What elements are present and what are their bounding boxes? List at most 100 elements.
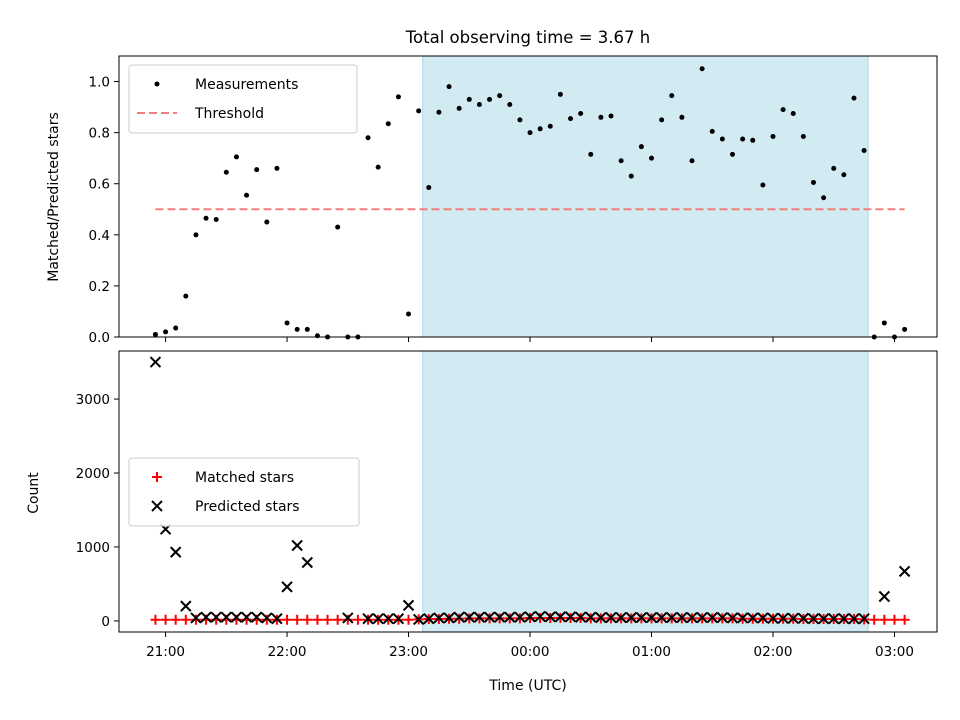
series-predicted-stars (149, 356, 911, 626)
x-tick-label: 21:00 (146, 644, 185, 660)
measurement-point (669, 93, 675, 99)
predicted-stars-point (514, 611, 526, 623)
measurement-point (740, 136, 746, 142)
measurement-point (770, 133, 776, 139)
chart-title: Total observing time = 3.67 h (405, 28, 650, 47)
measurement-point (659, 117, 665, 123)
legend-label: Matched stars (195, 470, 294, 486)
measurement-point (527, 130, 533, 136)
measurement-point (608, 113, 614, 119)
y-tick-label: 0.4 (89, 228, 110, 244)
measurement-point (466, 96, 472, 102)
predicted-stars-point (473, 611, 486, 623)
predicted-stars-point (453, 611, 465, 623)
predicted-stars-point (423, 612, 435, 625)
predicted-stars-point (261, 612, 273, 624)
x-tick-label: 03:00 (875, 644, 914, 660)
predicted-stars-point (372, 612, 384, 625)
predicted-stars-point (250, 611, 263, 623)
measurement-point (902, 326, 908, 332)
matched-stars-point (352, 614, 363, 625)
matched-stars-point (869, 614, 880, 625)
y-tick-label: 1000 (76, 540, 110, 556)
measurement-point (436, 109, 442, 115)
predicted-stars-point (757, 612, 769, 624)
measurement-point (618, 158, 624, 164)
predicted-stars-point (817, 612, 830, 625)
measurement-point (406, 311, 412, 317)
matched-stars-point (302, 614, 313, 625)
predicted-stars-point (726, 612, 739, 624)
predicted-stars-point (635, 611, 648, 624)
measurement-point (649, 155, 655, 161)
predicted-stars-point (504, 611, 516, 623)
predicted-stars-point (605, 611, 617, 624)
x-tick-label: 01:00 (632, 644, 671, 660)
measurement-point (831, 165, 837, 171)
measurement-point (598, 114, 604, 120)
predicted-stars-point (554, 611, 567, 623)
matched-stars-point (292, 614, 303, 625)
x-tick-label: 23:00 (389, 644, 428, 660)
predicted-stars-point (230, 611, 243, 623)
predicted-stars-point (645, 611, 658, 624)
measurement-point (163, 329, 169, 335)
matched-stars-point (150, 614, 161, 625)
predicted-stars-point (149, 356, 162, 368)
measurement-point (395, 94, 401, 100)
measurement-point (861, 148, 867, 154)
panel-frame (118, 350, 938, 633)
measurement-point (476, 102, 482, 108)
legend-box (128, 64, 358, 134)
measurement-point (152, 331, 158, 337)
x-tick-label: 00:00 (511, 644, 550, 660)
legend-marker-dot (154, 81, 160, 87)
y-tick-label: 0.0 (89, 330, 110, 346)
measurement-point (881, 320, 887, 326)
x-tick-label: 02:00 (754, 644, 793, 660)
measurement-point (193, 232, 199, 238)
measurement-point (810, 179, 816, 185)
predicted-stars-point (736, 612, 749, 624)
bottom-panel-y-label: Count (26, 472, 42, 514)
measurement-point (416, 108, 422, 114)
legend-label: Measurements (195, 77, 298, 93)
predicted-stars-point (362, 612, 374, 625)
measurement-point (385, 121, 391, 127)
predicted-stars-point (686, 611, 698, 624)
measurement-point (203, 215, 209, 221)
measurement-point (426, 185, 432, 191)
plot-area: 0.00.20.40.60.81.0 MeasurementsThreshold0… (76, 55, 938, 660)
measurement-point (750, 137, 756, 143)
matched-stars-point (160, 614, 171, 625)
matched-stars-point (190, 614, 201, 625)
predicted-stars-point (898, 565, 911, 578)
measurement-point (173, 325, 179, 331)
matched-stars-point (889, 614, 900, 625)
measurement-point (679, 114, 685, 120)
predicted-stars-point (412, 613, 425, 626)
measurement-point (790, 110, 796, 116)
measurement-point (719, 136, 725, 142)
predicted-stars-point (180, 600, 192, 612)
matched-stars-point (180, 614, 191, 625)
measurement-point (709, 128, 715, 134)
predicted-stars-point (190, 612, 202, 624)
measurement-point (557, 91, 563, 97)
measurement-point (780, 107, 786, 113)
measurement-point (183, 293, 189, 299)
predicted-stars-point (210, 611, 222, 623)
measurement-point (689, 158, 695, 164)
matched-stars-point (342, 614, 353, 625)
measurement-point (487, 96, 493, 102)
predicted-stars-point (392, 612, 405, 625)
predicted-stars-point (706, 611, 718, 624)
predicted-stars-point (676, 611, 688, 624)
predicted-stars-point (534, 610, 546, 623)
predicted-stars-point (433, 612, 445, 624)
predicted-stars-point (858, 612, 870, 625)
ratio-legend: Measurements Threshold (128, 64, 358, 134)
predicted-stars-point (838, 612, 850, 625)
predicted-stars-point (716, 611, 729, 624)
measurement-point (294, 326, 300, 332)
